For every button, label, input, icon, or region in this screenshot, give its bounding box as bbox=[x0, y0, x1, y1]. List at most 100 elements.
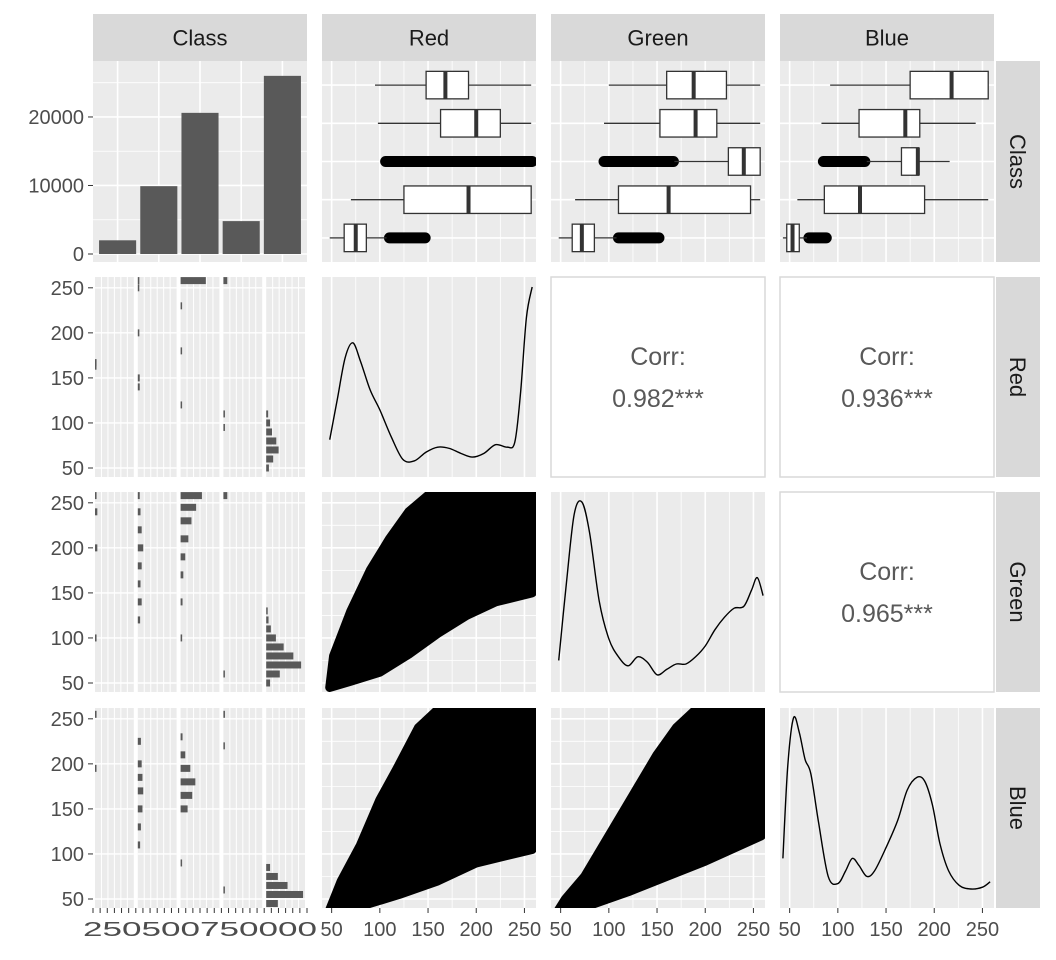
panel-scatter-green-vs-blue bbox=[551, 708, 765, 908]
histogram-bar bbox=[137, 760, 142, 768]
histogram-bar bbox=[266, 607, 268, 615]
histogram-bar bbox=[223, 410, 225, 418]
histogram-bar bbox=[180, 302, 183, 310]
x-tick-label: 200 bbox=[689, 919, 722, 941]
panel-facet-hist-green bbox=[93, 492, 307, 692]
boxplot-group bbox=[329, 70, 536, 253]
histogram-bar bbox=[137, 284, 140, 292]
corr-value: 0.965*** bbox=[841, 600, 933, 628]
strip-label-right-red: Red bbox=[1005, 357, 1030, 397]
histogram-bar bbox=[137, 526, 142, 534]
histogram-bar bbox=[180, 764, 191, 772]
scatter-cloud bbox=[325, 708, 536, 908]
histogram-bar bbox=[266, 881, 288, 889]
histogram-bar bbox=[180, 503, 197, 511]
strip-right-red bbox=[996, 277, 1040, 477]
x-tick-label: 50 bbox=[779, 919, 801, 941]
histogram-bar bbox=[137, 616, 141, 624]
y-tick-label: 50 bbox=[62, 889, 84, 911]
histogram-bar bbox=[137, 580, 141, 588]
panel-boxplot-red bbox=[322, 61, 536, 262]
y-tick-label: 250 bbox=[51, 278, 84, 300]
histogram-bar bbox=[266, 661, 302, 669]
y-tick-label: 100 bbox=[51, 628, 84, 650]
histogram-bar bbox=[266, 634, 276, 642]
y-tick-label: 100 bbox=[51, 413, 84, 435]
histogram-bar bbox=[95, 362, 97, 370]
strip-label-top-green: Green bbox=[627, 26, 688, 51]
histogram-bar bbox=[180, 751, 186, 759]
boxplot-group bbox=[558, 70, 761, 253]
histogram-bar bbox=[266, 464, 269, 472]
histogram-bar bbox=[266, 437, 277, 445]
strips-layer: Class Red Green Blue Class Red Green Blue bbox=[93, 14, 1040, 908]
corr-label: Corr: bbox=[859, 558, 915, 586]
y-tick-label: 20000 bbox=[28, 107, 84, 129]
panel-background bbox=[780, 708, 994, 908]
histogram-bar bbox=[180, 859, 183, 867]
histogram-bar bbox=[266, 410, 269, 418]
histogram-bar bbox=[95, 764, 97, 772]
histogram-bar bbox=[266, 455, 274, 463]
scatter-cloud bbox=[554, 708, 765, 908]
y-tick-label: 10000 bbox=[28, 175, 84, 197]
bar-class-3 bbox=[181, 112, 219, 254]
x-tick-label: 150 bbox=[640, 919, 673, 941]
histogram-bar bbox=[266, 643, 284, 651]
histogram-bar bbox=[180, 492, 202, 500]
histogram-bar bbox=[95, 359, 97, 367]
histogram-bar bbox=[180, 598, 183, 606]
histogram-bar bbox=[266, 670, 280, 678]
boxplot-box bbox=[823, 185, 926, 215]
y-tick-label: 200 bbox=[51, 754, 84, 776]
panel-scatter-red-vs-green bbox=[322, 492, 536, 692]
histogram-bar bbox=[223, 742, 225, 750]
x-tick-label: 200 bbox=[460, 919, 493, 941]
histogram-bar bbox=[266, 419, 271, 427]
histogram-bar bbox=[95, 508, 98, 516]
strip-label-right-green: Green bbox=[1005, 561, 1030, 622]
boxplot-box bbox=[666, 70, 728, 100]
panel-background bbox=[551, 492, 765, 692]
histogram-bar bbox=[180, 805, 188, 813]
histogram-bar bbox=[223, 423, 225, 431]
histogram-bar bbox=[180, 277, 206, 285]
histogram-bar bbox=[180, 401, 183, 409]
histogram-bar bbox=[180, 634, 183, 642]
x-tick-label: 100 bbox=[821, 919, 854, 941]
corr-label: Corr: bbox=[859, 343, 915, 371]
boxplot-box bbox=[439, 108, 501, 138]
histogram-bar bbox=[266, 890, 304, 898]
panel-boxplot-green bbox=[551, 61, 765, 262]
density-line bbox=[329, 286, 533, 463]
y-tick-label: 0 bbox=[73, 244, 84, 266]
histogram-bar bbox=[223, 886, 225, 894]
x-tick-label: 250 bbox=[508, 919, 541, 941]
strip-label-right-class: Class bbox=[1005, 134, 1030, 189]
x-tick-label: 200 bbox=[918, 919, 951, 941]
ticks-layer: 0 10000 20000 50 100 150 200 250 50 100 150 200 250 5… bbox=[28, 107, 999, 941]
boxplot-box bbox=[659, 108, 718, 138]
histogram-bar bbox=[180, 733, 183, 741]
histogram-bar bbox=[180, 535, 189, 543]
y-tick-label: 50 bbox=[62, 458, 84, 480]
boxplot-group bbox=[782, 70, 989, 253]
strip-top-red bbox=[322, 14, 536, 61]
histogram-bar bbox=[137, 383, 140, 391]
strip-top-green bbox=[551, 14, 765, 61]
panel-corr-green-blue: Corr: 0.965*** bbox=[779, 491, 995, 693]
x-tick-label: 50 bbox=[321, 919, 343, 941]
histogram-bar bbox=[266, 652, 294, 660]
corr-panel-border bbox=[550, 276, 766, 478]
histogram-bar bbox=[137, 737, 141, 745]
y-tick-label: 200 bbox=[51, 538, 84, 560]
strip-label-top-class: Class bbox=[172, 26, 227, 51]
corr-value: 0.982*** bbox=[612, 385, 704, 413]
panel-density-green bbox=[551, 492, 765, 692]
histogram-bar bbox=[137, 787, 144, 795]
y-tick-label: 150 bbox=[51, 368, 84, 390]
strip-right-blue bbox=[996, 708, 1040, 908]
histogram-bar bbox=[137, 508, 141, 516]
corr-label: Corr: bbox=[630, 343, 686, 371]
